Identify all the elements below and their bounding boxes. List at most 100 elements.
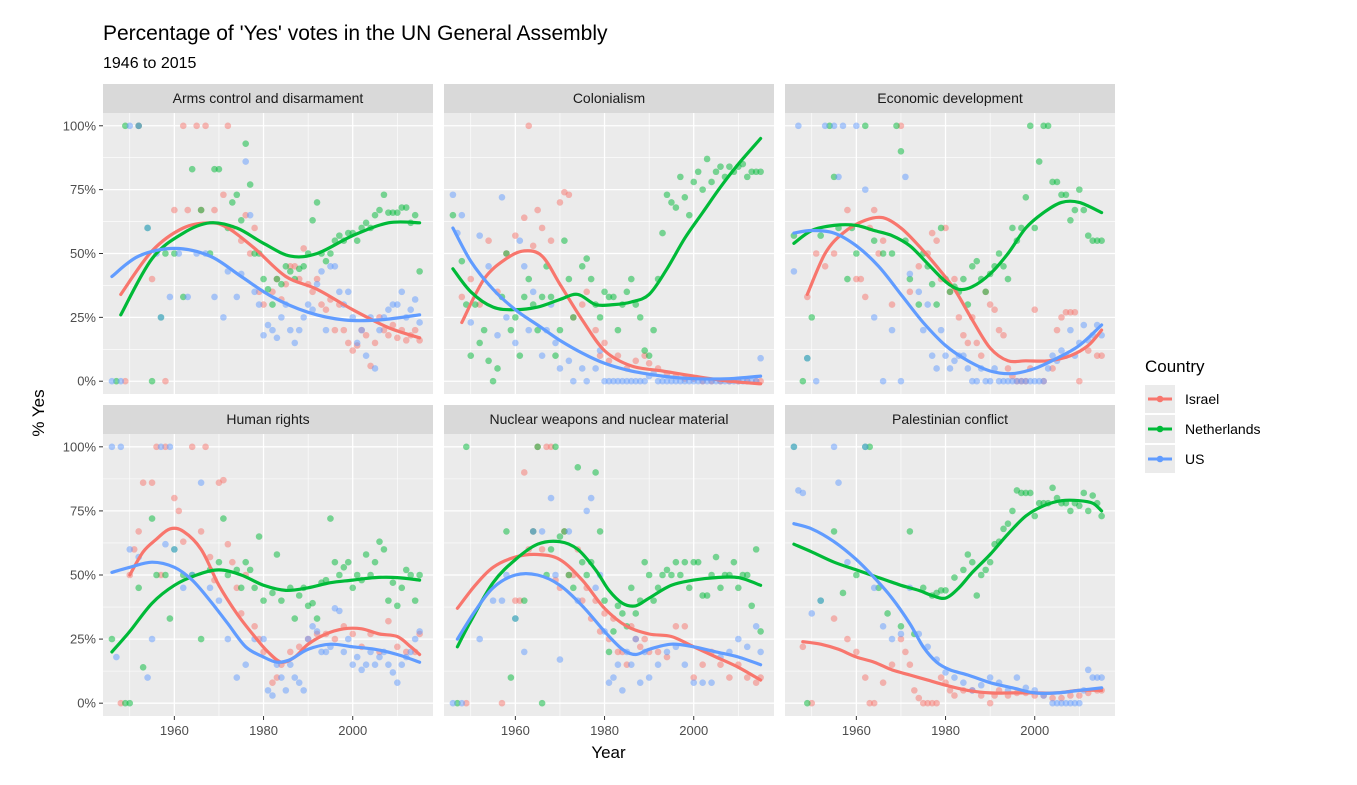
point-us bbox=[538, 528, 546, 535]
point-us bbox=[449, 699, 457, 707]
point-netherlands bbox=[336, 571, 343, 579]
point-netherlands bbox=[371, 211, 379, 219]
point-netherlands bbox=[839, 589, 847, 597]
point-us bbox=[906, 270, 914, 278]
point-israel bbox=[991, 306, 998, 314]
point-israel bbox=[202, 443, 209, 451]
point-us bbox=[835, 479, 842, 487]
point-netherlands bbox=[853, 250, 860, 257]
point-netherlands bbox=[561, 237, 568, 245]
point-netherlands bbox=[1080, 206, 1088, 214]
point-us bbox=[233, 674, 241, 681]
point-netherlands bbox=[520, 293, 528, 301]
point-netherlands bbox=[906, 528, 914, 535]
point-israel bbox=[812, 250, 820, 257]
facet-strip-label: Arms control and disarmament bbox=[173, 90, 364, 106]
point-us bbox=[708, 679, 715, 686]
point-netherlands bbox=[712, 168, 720, 176]
smooth-line-israel bbox=[128, 526, 422, 664]
point-us bbox=[799, 489, 807, 497]
point-us bbox=[175, 250, 183, 257]
point-israel bbox=[211, 206, 218, 214]
point-israel bbox=[902, 648, 909, 656]
point-netherlands bbox=[995, 250, 1003, 257]
point-israel bbox=[402, 337, 410, 344]
point-us bbox=[108, 377, 116, 385]
point-israel bbox=[220, 476, 227, 484]
point-israel bbox=[135, 528, 142, 535]
point-us bbox=[592, 365, 599, 372]
y-tick-label: 75% bbox=[70, 182, 96, 197]
point-netherlands bbox=[407, 571, 415, 579]
facet-strip-label: Palestinian conflict bbox=[892, 411, 1008, 427]
point-us bbox=[171, 546, 178, 553]
point-us bbox=[206, 584, 214, 592]
point-netherlands bbox=[694, 558, 702, 566]
point-netherlands bbox=[757, 628, 764, 635]
point-netherlands bbox=[126, 699, 134, 707]
point-netherlands bbox=[197, 206, 205, 214]
point-israel bbox=[870, 206, 878, 214]
point-netherlands bbox=[672, 558, 680, 566]
point-us bbox=[803, 354, 811, 362]
point-us bbox=[951, 357, 958, 365]
point-us bbox=[636, 679, 644, 686]
point-netherlands bbox=[632, 610, 640, 617]
point-netherlands bbox=[273, 275, 281, 283]
point-israel bbox=[717, 661, 724, 669]
point-us bbox=[157, 314, 165, 321]
point-netherlands bbox=[385, 597, 392, 604]
point-us bbox=[587, 494, 595, 502]
point-netherlands bbox=[547, 293, 555, 301]
point-netherlands bbox=[371, 558, 379, 566]
point-us bbox=[690, 679, 698, 686]
point-netherlands bbox=[973, 257, 981, 265]
point-netherlands bbox=[215, 558, 223, 566]
point-netherlands bbox=[677, 571, 684, 579]
point-israel bbox=[322, 306, 330, 314]
point-netherlands bbox=[681, 194, 689, 201]
point-netherlands bbox=[166, 615, 174, 622]
point-netherlands bbox=[1076, 186, 1083, 193]
point-israel bbox=[385, 617, 392, 625]
point-us bbox=[476, 232, 483, 239]
point-us bbox=[242, 158, 250, 165]
point-us bbox=[411, 296, 419, 303]
point-netherlands bbox=[416, 571, 423, 579]
point-netherlands bbox=[757, 168, 764, 176]
point-israel bbox=[681, 622, 689, 630]
point-netherlands bbox=[278, 280, 285, 288]
point-netherlands bbox=[1089, 492, 1097, 499]
point-netherlands bbox=[685, 211, 693, 219]
point-us bbox=[757, 354, 764, 362]
point-netherlands bbox=[322, 257, 330, 265]
point-us bbox=[1067, 326, 1074, 334]
point-us bbox=[525, 326, 533, 334]
point-israel bbox=[520, 214, 528, 222]
point-us bbox=[538, 352, 546, 359]
point-israel bbox=[645, 360, 653, 367]
point-israel bbox=[202, 122, 209, 130]
point-netherlands bbox=[331, 558, 339, 566]
point-netherlands bbox=[489, 377, 497, 385]
point-netherlands bbox=[260, 597, 267, 604]
point-israel bbox=[1004, 365, 1012, 372]
point-israel bbox=[1071, 308, 1079, 316]
point-israel bbox=[592, 326, 599, 334]
point-netherlands bbox=[344, 558, 352, 566]
point-netherlands bbox=[269, 589, 276, 597]
point-netherlands bbox=[884, 610, 891, 617]
point-us bbox=[583, 507, 591, 515]
point-us bbox=[835, 173, 842, 181]
point-israel bbox=[821, 262, 829, 270]
point-israel bbox=[699, 661, 706, 669]
point-israel bbox=[1067, 692, 1074, 699]
point-israel bbox=[467, 275, 475, 283]
point-us bbox=[336, 607, 343, 615]
panel-colonialism: Colonialism bbox=[444, 84, 774, 394]
point-netherlands bbox=[601, 597, 608, 604]
point-netherlands bbox=[376, 206, 383, 214]
point-netherlands bbox=[717, 163, 724, 170]
legend-key-point bbox=[1156, 395, 1164, 403]
point-netherlands bbox=[309, 599, 316, 607]
